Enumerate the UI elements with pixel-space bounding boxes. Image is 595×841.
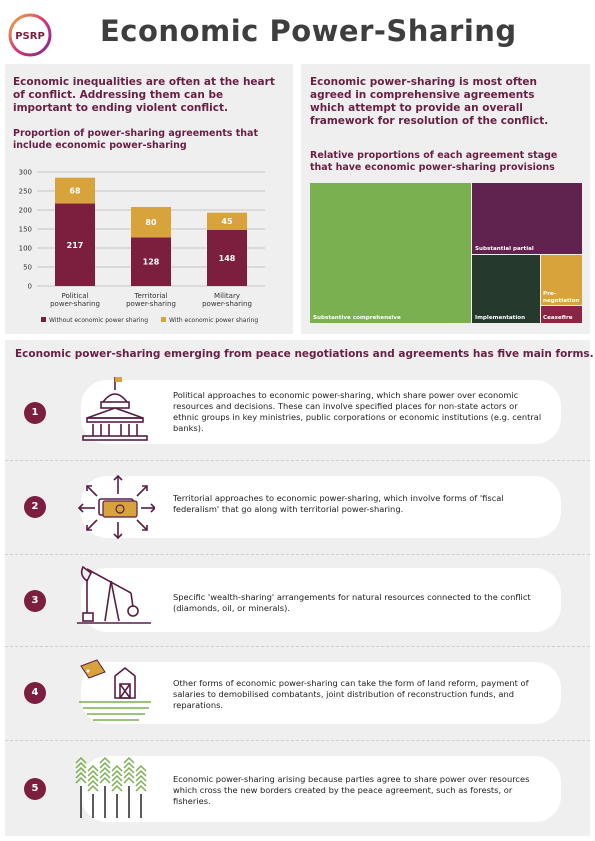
government-building-icon — [82, 377, 148, 441]
bar-value-label: 128 — [143, 258, 160, 267]
psrp-logo: PSRP — [8, 13, 52, 57]
bar-value-label: 45 — [221, 217, 233, 226]
treemap-chart: Substantive comprehensive Substantial pa… — [310, 183, 582, 323]
bar-segment — [55, 177, 95, 204]
form-divider — [5, 740, 590, 741]
y-tick-label: 0 — [28, 283, 32, 291]
treemap-title: Relative proportions of each agreement s… — [310, 150, 558, 173]
form-card-4 — [81, 662, 561, 724]
bar-segment — [55, 203, 95, 286]
form-divider — [5, 646, 590, 647]
form-divider — [5, 460, 590, 461]
banknote-arrows-icon — [77, 474, 155, 540]
forest-trees-icon — [75, 756, 147, 818]
comprehensive-panel: Economic power-sharing is most often agr… — [301, 64, 590, 334]
treemap-label-substantial-partial: Substantial partial — [475, 246, 534, 252]
legend-swatch — [161, 317, 166, 322]
bar-value-label: 68 — [69, 187, 81, 196]
treemap-label-ceasefire: Ceasefire — [543, 315, 573, 321]
bar-segment — [207, 229, 247, 286]
bar-value-label: 217 — [67, 241, 84, 250]
form-number-1: 1 — [24, 402, 46, 424]
treemap-cell-pre-negotiation — [541, 255, 582, 305]
inequality-panel: Economic inequalities are often at the h… — [5, 64, 293, 334]
logo-text: PSRP — [15, 31, 45, 42]
five-forms-section: Economic power-sharing emerging from pea… — [5, 340, 594, 836]
form-card-3 — [81, 568, 561, 632]
form-number-5: 5 — [24, 778, 46, 800]
bar-segment — [131, 237, 171, 286]
form-number-4: 4 — [24, 682, 46, 704]
comprehensive-lead-text: Economic power-sharing is most often agr… — [310, 76, 549, 127]
oil-pump-icon — [77, 565, 151, 624]
form-card-2 — [81, 476, 561, 538]
form-card-1 — [81, 380, 561, 444]
form-number-3: 3 — [24, 590, 46, 612]
treemap-cell-substantive-comprehensive — [310, 183, 471, 323]
y-tick-label: 200 — [19, 207, 32, 215]
bar-segment — [207, 212, 247, 230]
x-category-label: Territorial power-sharing — [126, 292, 176, 308]
form-divider — [5, 554, 590, 555]
treemap-label-implementation: Implementation — [475, 315, 525, 321]
y-tick-label: 50 — [23, 264, 32, 272]
form-text-5: Economic power-sharing arising because p… — [173, 774, 530, 806]
bar-segment — [131, 206, 171, 238]
bar-value-label: 80 — [145, 218, 157, 227]
x-category-label: Military power-sharing — [202, 292, 252, 308]
treemap-cell-implementation — [472, 255, 540, 323]
y-tick-label: 150 — [19, 226, 32, 234]
form-text-2: Territorial approaches to economic power… — [173, 493, 504, 514]
form-text-3: Specific 'wealth-sharing' arrangements f… — [173, 592, 531, 613]
treemap-label-pre-negotiation: Pre- negotiation — [543, 291, 579, 304]
legend-label: With economic power sharing — [169, 317, 258, 324]
inequality-lead-text: Economic inequalities are often at the h… — [13, 76, 275, 114]
bar-value-label: 148 — [219, 254, 236, 263]
treemap-cell-substantial-partial — [472, 183, 582, 254]
y-tick-label: 100 — [19, 245, 32, 253]
form-text-4: Other forms of economic power-sharing ca… — [173, 678, 529, 710]
treemap-label-substantive-comprehensive: Substantive comprehensive — [313, 315, 401, 321]
treemap-cell-ceasefire — [541, 306, 582, 323]
page-title: Economic Power-Sharing — [100, 14, 517, 48]
bar-chart: 0 50 100 150 200 250 300 217 68 Political power-s… — [19, 169, 265, 324]
y-tick-label: 300 — [19, 169, 32, 177]
form-number-2: 2 — [24, 496, 46, 518]
five-forms-heading: Economic power-sharing emerging from pea… — [15, 348, 594, 360]
form-text-1: Political approaches to economic power-s… — [173, 390, 542, 433]
farm-land-tag-icon — [79, 659, 151, 721]
legend-label: Without economic power sharing — [49, 317, 148, 324]
form-card-5 — [81, 756, 561, 822]
bar-chart-title: Proportion of power-sharing agreements t… — [13, 128, 259, 151]
x-category-label: Political power-sharing — [50, 292, 100, 308]
legend-swatch — [41, 317, 46, 322]
y-tick-label: 250 — [19, 188, 32, 196]
